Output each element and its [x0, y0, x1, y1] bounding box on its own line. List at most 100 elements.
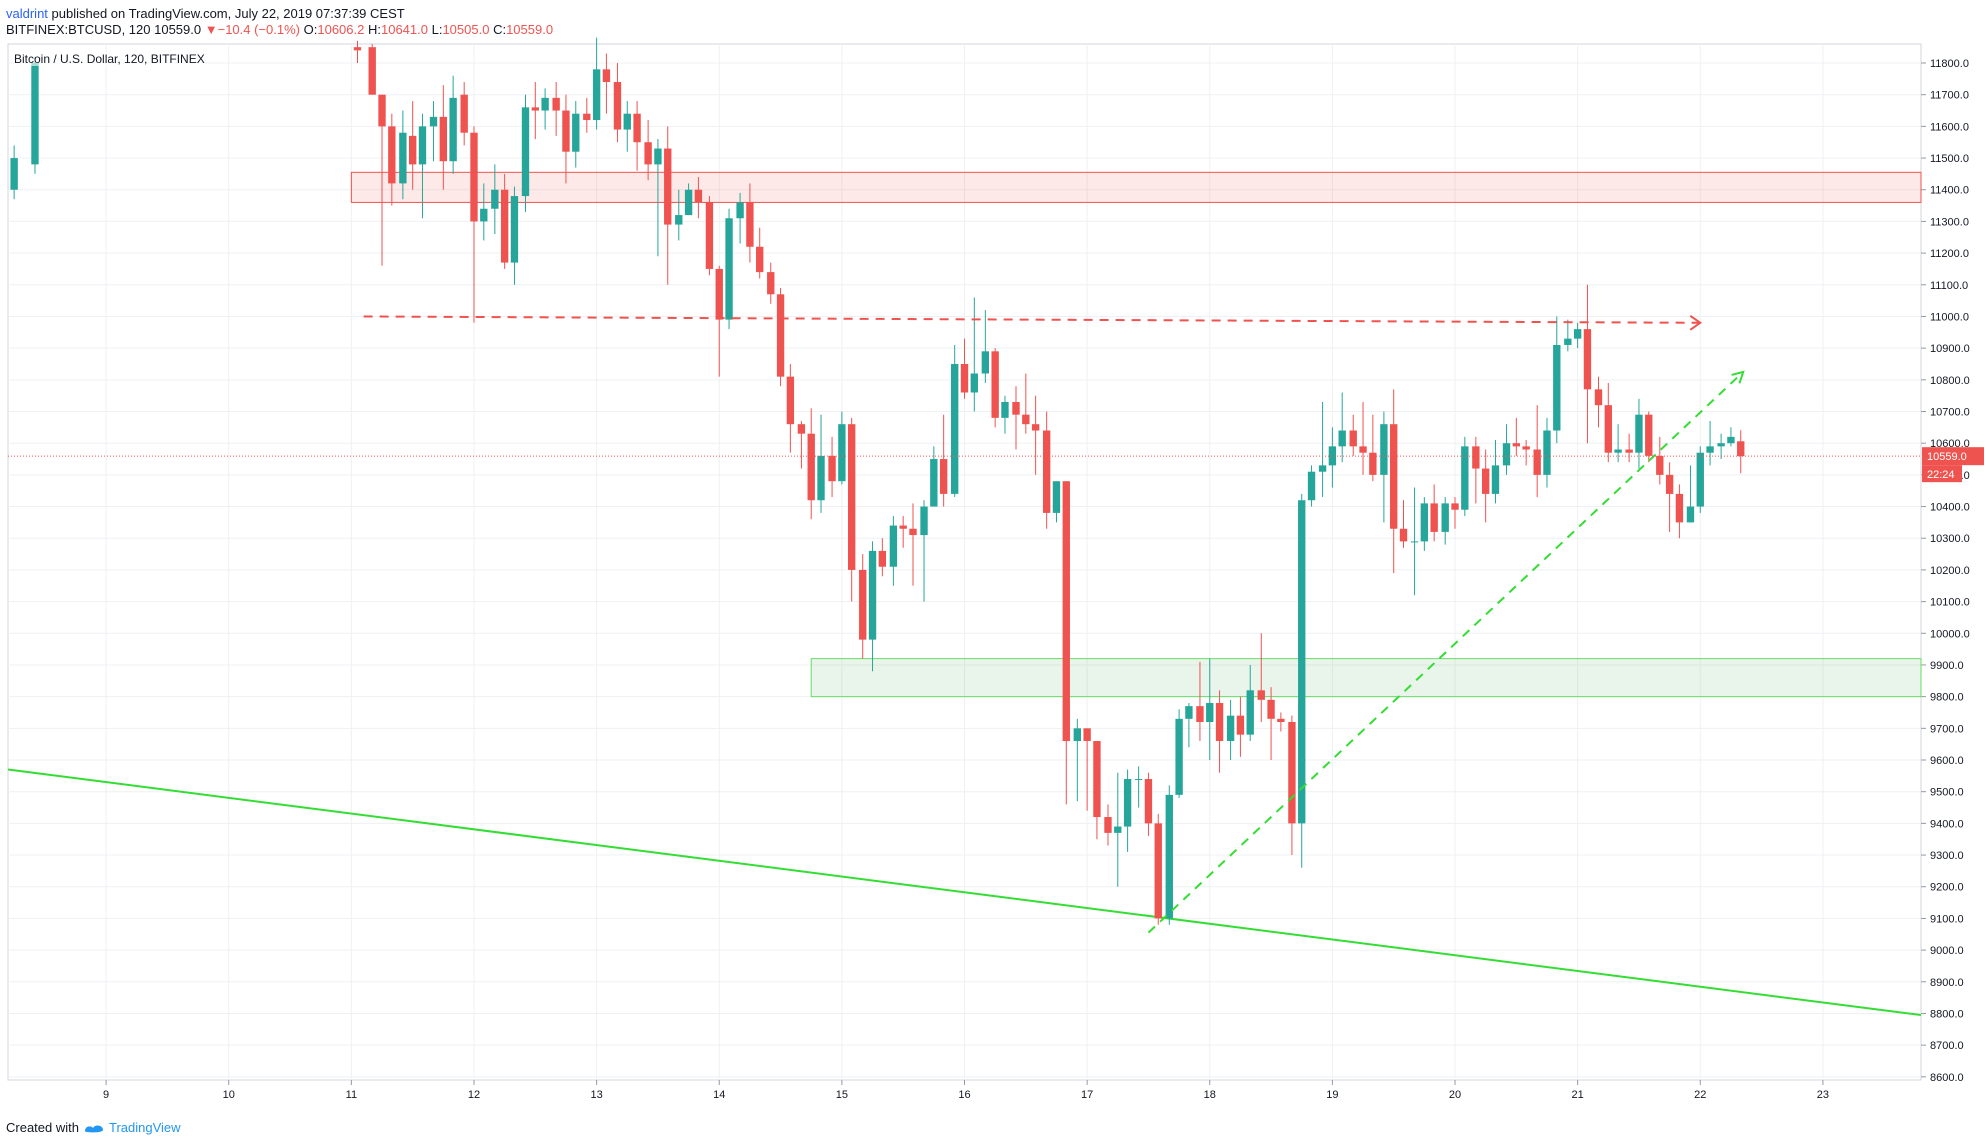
candle-bullish: [491, 189, 499, 209]
candle-bearish: [1604, 405, 1612, 453]
y-tick-label: 9700.0: [1930, 723, 1964, 735]
down-arrow-icon: ▼: [204, 22, 218, 37]
candle-bearish: [1349, 430, 1357, 447]
candle-bullish: [1246, 690, 1254, 735]
candle-bullish: [1206, 702, 1214, 722]
candle-bearish: [1277, 718, 1285, 722]
y-tick-label: 8800.0: [1930, 1008, 1964, 1020]
footer: Created with TradingView: [6, 1120, 181, 1135]
candle-bullish: [1338, 430, 1346, 447]
candle-bearish: [1656, 455, 1664, 475]
candle-bearish: [408, 135, 417, 165]
y-tick-label: 11300.0: [1930, 216, 1969, 228]
x-tick-label: 17: [1081, 1089, 1093, 1101]
candle-bullish: [480, 208, 488, 222]
candle-bullish: [429, 116, 438, 127]
y-tick-label: 9800.0: [1930, 692, 1964, 704]
candle-bearish: [1031, 424, 1040, 431]
candle-bearish: [1645, 414, 1653, 456]
candle-bullish: [930, 459, 938, 507]
candle-bearish: [776, 294, 785, 377]
candle-bullish: [1380, 424, 1388, 475]
candle-bearish: [1625, 449, 1633, 453]
candle-bullish: [1502, 443, 1511, 466]
last-price-badge: [1922, 447, 1984, 466]
y-tick-label: 8900.0: [1930, 977, 1964, 989]
candle-bullish: [31, 63, 39, 165]
candle-bullish: [418, 126, 427, 165]
candle-bearish: [439, 116, 448, 162]
y-tick-label: 9100.0: [1930, 913, 1964, 925]
x-tick-label: 10: [223, 1089, 235, 1101]
candle-bullish: [981, 351, 990, 374]
candle-bearish: [1583, 329, 1592, 390]
candle-bearish: [1369, 452, 1377, 475]
candle-bullish: [920, 506, 928, 536]
candle-bearish: [746, 202, 754, 247]
y-tick-label: 10400.0: [1930, 502, 1970, 514]
price-change: −10.4 (−0.1%): [217, 22, 300, 37]
x-tick-label: 21: [1572, 1089, 1584, 1101]
candle-bullish: [889, 525, 898, 567]
resistance-arrow-icon: [1689, 314, 1703, 331]
candle-bullish: [521, 107, 530, 197]
candle-bullish: [592, 69, 601, 121]
y-tick-label: 10700.0: [1930, 407, 1970, 419]
ascending-dashed-line: [1147, 371, 1744, 934]
x-tick-label: 18: [1204, 1089, 1216, 1101]
candle-bullish: [1001, 402, 1009, 418]
candle-bullish: [1226, 715, 1235, 742]
y-tick-label: 10000.0: [1930, 628, 1970, 640]
candle-bearish: [715, 268, 723, 320]
candle-bullish: [10, 158, 18, 190]
candle-bullish: [1441, 503, 1449, 532]
candle-bearish: [613, 82, 622, 130]
candle-bearish: [1267, 699, 1275, 719]
candle-bearish: [353, 47, 362, 51]
candle-bullish: [1410, 541, 1419, 543]
candle-bullish: [1543, 430, 1551, 475]
candle-bearish: [1533, 449, 1541, 475]
candle-bullish: [1686, 506, 1695, 523]
candle-bearish: [786, 376, 795, 425]
candle-bearish: [644, 142, 652, 165]
candle-bearish: [531, 107, 539, 111]
candle-bearish: [767, 272, 775, 295]
candle-bearish: [1012, 402, 1020, 415]
candle-bearish: [909, 528, 917, 536]
symbol-label: BITFINEX:BTCUSD, 120: [6, 22, 151, 37]
chart-legend-title: Bitcoin / U.S. Dollar, 120, BITFINEX: [14, 52, 205, 66]
candle-bullish: [572, 113, 580, 152]
candle-bearish: [1481, 468, 1490, 494]
candle-bullish: [868, 550, 877, 640]
candle-bullish: [654, 148, 662, 165]
candle-bullish: [399, 132, 407, 184]
y-tick-label: 11700.0: [1930, 90, 1969, 102]
candle-bearish: [991, 351, 999, 418]
publish-text: published on TradingView.com, July 22, 2…: [47, 6, 405, 21]
high-value: 10641.0: [380, 22, 428, 37]
resistance-zone: [350, 171, 1922, 203]
candle-bearish: [828, 455, 836, 482]
candle-bullish: [449, 97, 457, 162]
candle-bearish: [1093, 741, 1101, 818]
x-tick-label: 12: [468, 1089, 480, 1101]
author-link[interactable]: valdrint: [6, 6, 48, 21]
candle-bearish: [664, 148, 672, 225]
candle-bullish: [817, 455, 825, 501]
candle-bearish: [1062, 481, 1070, 742]
candle-bullish: [1573, 329, 1582, 339]
y-tick-label: 10800.0: [1930, 375, 1970, 387]
candle-bearish: [388, 126, 396, 184]
candle-bullish: [1614, 449, 1622, 453]
x-tick-label: 22: [1694, 1089, 1706, 1101]
tradingview-brand-link[interactable]: TradingView: [108, 1120, 181, 1135]
candle-bullish: [1298, 500, 1306, 824]
x-tick-label: 23: [1817, 1089, 1829, 1101]
publish-info: valdrint published on TradingView.com, J…: [6, 6, 405, 22]
candle-bearish: [1675, 493, 1684, 523]
candle-bearish: [694, 189, 703, 203]
candle-bullish: [1165, 794, 1173, 919]
candle-bearish: [1594, 389, 1603, 406]
